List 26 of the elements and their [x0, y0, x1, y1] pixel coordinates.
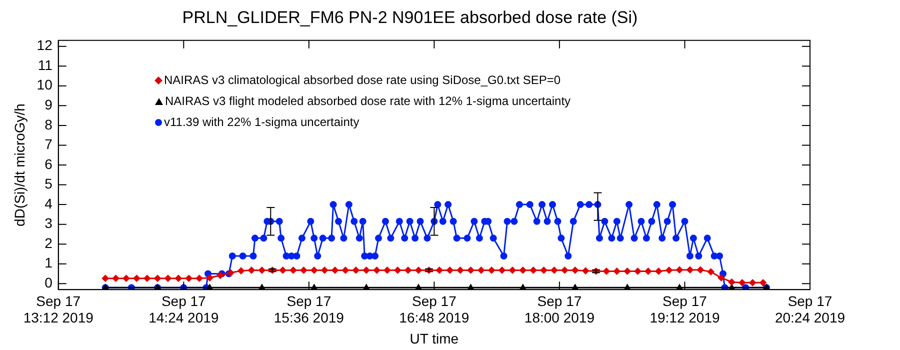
y-tick-label: 7: [44, 136, 53, 152]
y-tick-label: 4: [44, 195, 53, 212]
y-tick-label: 2: [44, 234, 53, 251]
legend-label: v11.39 with 22% 1-sigma uncertainty: [164, 114, 360, 131]
y-tick-label: 11: [38, 56, 53, 73]
chart-title: PRLN_GLIDER_FM6 PN-2 N901EE absorbed dose rate (Si): [182, 8, 638, 27]
y-tick-label: 12: [36, 37, 53, 54]
x-tick-label: Sep 17 16:48 2019: [399, 292, 470, 326]
x-axis-title: UT time: [410, 330, 459, 346]
y-tick-label: 6: [44, 156, 53, 172]
y-tick-label: 5: [44, 176, 53, 192]
x-tick-label: Sep 17 15:36 2019: [274, 292, 344, 326]
y-tick-label: 3: [44, 215, 53, 232]
y-tick-label: 0: [44, 274, 53, 291]
x-tick-label: Sep 17 18:00 2019: [524, 292, 595, 326]
y-tick-label: 10: [36, 76, 53, 93]
y-tick-label: 8: [44, 116, 53, 132]
y-tick-label: 9: [44, 96, 53, 113]
y-tick-label: 1: [44, 254, 53, 271]
x-tick-label: Sep 17 13:12 2019: [23, 292, 94, 326]
legend-label: NAIRAS v3 climatological absorbed dose rate using SiDose_G0.txt SEP=0: [164, 72, 561, 89]
legend-label: NAIRAS v3 flight modeled absorbed dose rate with 12% 1-sigma uncertainty: [165, 93, 571, 110]
x-tick-label: Sep 17 19:12 2019: [650, 292, 720, 326]
x-tick-label: Sep 17 14:24 2019: [148, 292, 219, 326]
x-tick-label: Sep 17 20:24 2019: [774, 292, 846, 326]
y-axis-title: dD(Si)/dt microGy/h: [11, 104, 28, 226]
